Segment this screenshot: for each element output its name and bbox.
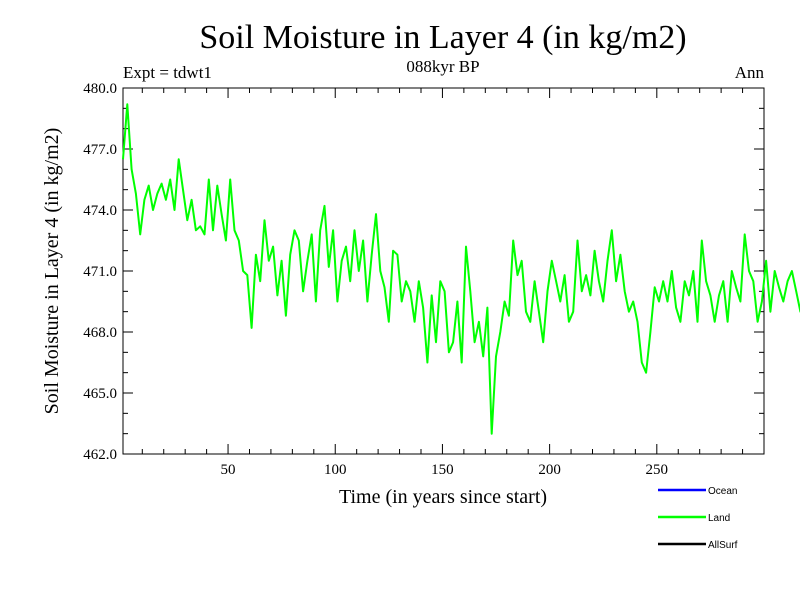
land-series-line xyxy=(122,103,800,435)
y-tick-label: 471.0 xyxy=(83,264,117,280)
legend-label-allsurf: AllSurf xyxy=(708,540,738,551)
x-tick-label: 200 xyxy=(538,462,561,478)
y-tick-labels: 462.0 465.0 468.0 471.0 474.0 477.0 480.0 xyxy=(83,81,117,463)
legend-label-ocean: Ocean xyxy=(708,486,737,497)
x-tick-label: 100 xyxy=(324,462,347,478)
y-axis-label: Soil Moisture in Layer 4 (in kg/m2) xyxy=(41,128,63,415)
y-tick-label: 462.0 xyxy=(83,447,117,463)
season-label: Ann xyxy=(735,63,765,82)
axis-ticks xyxy=(123,88,764,454)
x-tick-labels: 50 100 150 200 250 xyxy=(221,462,669,478)
experiment-label: Expt = tdwt1 xyxy=(123,63,212,82)
y-tick-label: 480.0 xyxy=(83,81,117,97)
x-tick-label: 50 xyxy=(221,462,236,478)
plot-area xyxy=(122,87,765,455)
chart-title: Soil Moisture in Layer 4 (in kg/m2) xyxy=(199,19,686,56)
y-tick-label: 465.0 xyxy=(83,386,117,402)
y-tick-label: 474.0 xyxy=(83,203,117,219)
chart-subtitle: 088kyr BP xyxy=(406,57,479,76)
x-tick-label: 150 xyxy=(431,462,454,478)
y-tick-label: 468.0 xyxy=(83,325,117,341)
y-tick-label: 477.0 xyxy=(83,142,117,158)
legend-label-land: Land xyxy=(708,513,730,524)
chart-legend: Ocean Land AllSurf xyxy=(658,486,738,551)
x-axis-label: Time (in years since start) xyxy=(339,486,547,508)
x-tick-label: 250 xyxy=(646,462,669,478)
